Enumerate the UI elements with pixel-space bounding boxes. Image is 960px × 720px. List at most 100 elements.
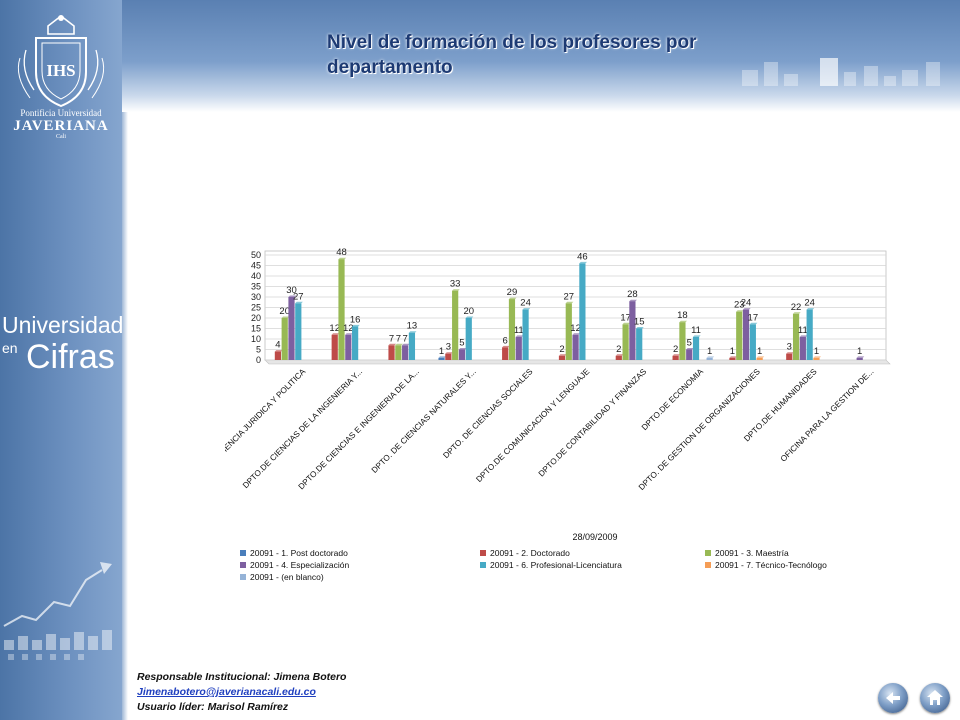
legend-swatch <box>705 550 711 556</box>
chart-bar-top <box>742 308 751 310</box>
chart-bar <box>395 345 402 360</box>
data-label: 12 <box>329 323 340 334</box>
legend-swatch <box>480 562 486 568</box>
chart-bar <box>729 357 736 360</box>
sidebar: IHS Pontificia Universidad JAVERIANA Cal… <box>0 0 124 720</box>
publication-line3: Cifras <box>26 338 115 376</box>
chart-bar <box>352 326 359 360</box>
chart-bar-top <box>679 320 688 323</box>
chart-bar-top <box>672 354 681 356</box>
data-label: 7 <box>396 333 401 344</box>
svg-text:IHS: IHS <box>46 61 75 80</box>
chart-bar-top <box>445 352 453 354</box>
formation-level-chart: 051015202530354045504203027DPTO.DE CIENC… <box>225 247 891 582</box>
chart-bar-top <box>636 327 644 329</box>
back-arrow-icon <box>886 692 900 704</box>
data-label: 1 <box>757 346 762 357</box>
chart-bar <box>452 290 459 360</box>
chart-bar <box>629 301 636 360</box>
chart-bar-top <box>692 335 701 337</box>
chart-bar-top <box>281 316 290 318</box>
data-label: 27 <box>564 291 575 302</box>
data-label: 13 <box>407 321 418 332</box>
data-label: 20 <box>463 306 474 317</box>
chart-bar <box>813 357 820 360</box>
chart-bar-top <box>729 356 738 358</box>
chart-bar <box>799 336 806 360</box>
footer-credits: Responsable Institucional: Jimena Botero… <box>137 670 346 715</box>
chart-bar <box>274 351 281 360</box>
data-label: 29 <box>507 287 518 298</box>
chart-bar <box>756 357 763 360</box>
legend-swatch <box>240 574 246 580</box>
legend-label: 20091 - (en blanco) <box>250 572 324 582</box>
chart-bar <box>295 303 302 360</box>
chart-bar-top <box>792 312 801 314</box>
chart-bar-top <box>458 348 467 350</box>
data-label: 5 <box>459 338 464 349</box>
x-tick-label: DPTO.DE CONTABILIDAD Y FINANZAS <box>537 367 649 479</box>
chart-bar <box>615 355 622 360</box>
chart-bar-top <box>856 356 865 358</box>
data-label: 24 <box>804 298 815 309</box>
chart-bar-top <box>558 354 567 356</box>
data-label: 33 <box>450 279 461 290</box>
header-banner <box>122 0 960 112</box>
page-title: Nivel de formación de los profesores por… <box>327 32 697 78</box>
chart-bar <box>736 311 743 360</box>
chart-bar <box>672 355 679 360</box>
legend-label: 20091 - 4. Especialización <box>250 560 350 570</box>
data-label: 11 <box>691 325 701 336</box>
chart-bar-top <box>522 308 531 310</box>
chart-bar-top <box>579 261 587 264</box>
chart-bar-top <box>508 297 517 300</box>
x-tick-label: OFICINA PARA LA GESTION DE... <box>779 367 876 464</box>
home-icon <box>927 690 943 705</box>
email-link[interactable]: Jimenabotero@javerianacali.edu.co <box>137 686 316 698</box>
chart-bar <box>572 334 579 360</box>
publication-line1: Universidad <box>2 312 124 338</box>
chart-bar <box>338 259 345 360</box>
chart-bar <box>565 303 572 360</box>
chart-bar-top <box>352 324 360 327</box>
chart-bar-top <box>288 295 297 297</box>
home-button[interactable] <box>920 683 950 713</box>
data-label: 48 <box>336 247 347 258</box>
chart-bar-top <box>402 343 410 346</box>
data-label: 1 <box>857 346 862 357</box>
y-tick-label: 20 <box>251 313 261 323</box>
chart-bar-top <box>395 343 403 346</box>
y-tick-label: 30 <box>251 292 261 302</box>
chart-bar <box>408 332 416 360</box>
legend-label: 20091 - 1. Post doctorado <box>250 548 348 558</box>
chart-bar <box>402 345 409 360</box>
chart-bar-top <box>749 322 758 325</box>
chart-bar-top <box>274 350 283 352</box>
chart-bar <box>679 322 686 360</box>
data-label: 5 <box>687 338 692 349</box>
chart-bar-top <box>345 333 353 335</box>
data-label: 3 <box>787 342 792 353</box>
chart-bar <box>636 328 643 360</box>
publication-line2: en <box>2 340 18 356</box>
chart-bar <box>522 309 529 360</box>
chart-bar <box>742 309 750 360</box>
chart-bar-top <box>502 345 510 348</box>
chart-bar <box>622 324 629 360</box>
chart-bar <box>558 355 566 360</box>
chart-bar-top <box>515 335 524 337</box>
chart-bar <box>388 345 395 360</box>
chart-bar-top <box>622 322 631 325</box>
university-name-line1: Pontificia Universidad <box>20 108 102 118</box>
chart-bar-top <box>438 356 447 358</box>
back-button[interactable] <box>878 683 908 713</box>
data-label: 2 <box>616 344 621 355</box>
sidebar-edge <box>122 0 128 720</box>
university-name: Pontificia Universidad JAVERIANA Cali <box>0 108 122 140</box>
chart-bar <box>686 349 693 360</box>
data-label: 1 <box>707 346 712 357</box>
banner-decoration <box>742 58 940 86</box>
chart-bar-top <box>465 316 474 318</box>
data-label: 46 <box>577 251 588 262</box>
data-label: 12 <box>343 323 354 334</box>
